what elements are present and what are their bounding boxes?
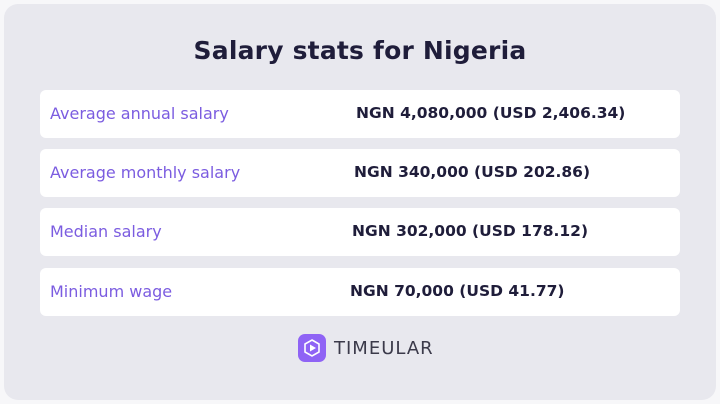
stat-row-median: Median salary NGN 302,000 (USD 178.12) xyxy=(40,208,680,256)
stat-row-minimum: Minimum wage NGN 70,000 (USD 41.77) xyxy=(40,268,680,316)
stat-value: NGN 302,000 (USD 178.12) xyxy=(352,222,589,240)
stat-row-monthly: Average monthly salary NGN 340,000 (USD … xyxy=(40,149,680,197)
stat-value: NGN 340,000 (USD 202.86) xyxy=(354,163,591,181)
salary-card xyxy=(4,4,716,400)
stat-value: NGN 4,080,000 (USD 2,406.34) xyxy=(356,104,626,122)
brand-name: TIMEULAR xyxy=(334,337,434,359)
stat-value: NGN 70,000 (USD 41.77) xyxy=(350,282,565,300)
stat-row-annual: Average annual salary NGN 4,080,000 (USD… xyxy=(40,90,680,138)
timeular-logo: TIMEULAR xyxy=(298,334,434,362)
page-title: Salary stats for Nigeria xyxy=(193,36,527,65)
stat-label: Average monthly salary xyxy=(50,163,241,182)
timeular-logo-icon xyxy=(298,334,326,362)
stat-label: Median salary xyxy=(50,222,162,241)
stat-label: Average annual salary xyxy=(50,104,229,123)
stat-label: Minimum wage xyxy=(50,282,173,301)
